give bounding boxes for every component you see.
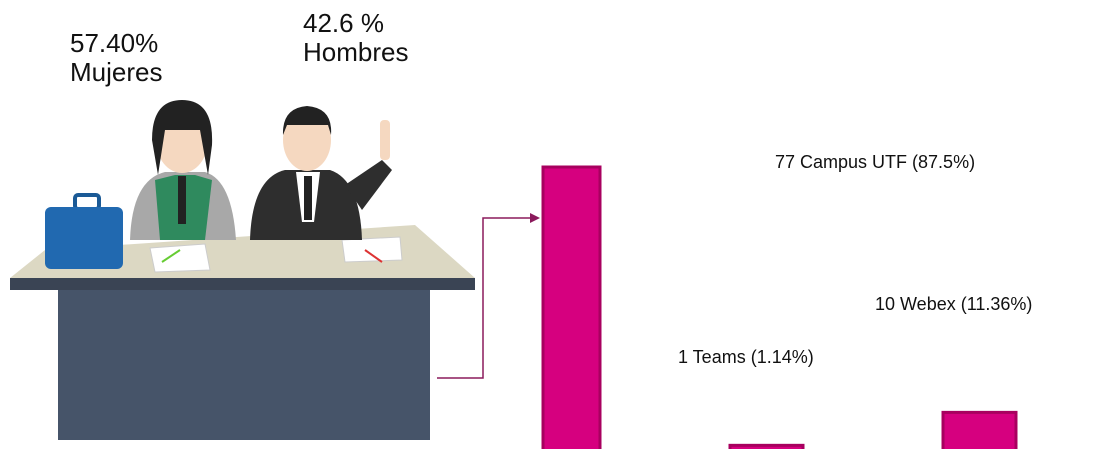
briefcase [45, 207, 123, 269]
bar [943, 412, 1016, 449]
annotation: Hombres [303, 38, 413, 67]
man-hand [380, 120, 390, 160]
arrow-head [530, 213, 540, 223]
value-label: 77 Campus UTF (87.5%) [775, 152, 975, 172]
paper [342, 237, 402, 262]
infographic: 77 Campus UTF (87.5%) 1 Teams (1.14%) 10 W… [0, 0, 1096, 449]
arrow [437, 218, 532, 378]
tie [178, 176, 186, 224]
annotation: Mujeres [70, 58, 162, 87]
paper [150, 244, 210, 272]
value-label: 1 Teams (1.14%) [678, 347, 814, 367]
desk-edge [10, 278, 475, 290]
briefcase-handle [75, 195, 99, 209]
tie [304, 176, 312, 220]
desk-front [58, 290, 430, 440]
chart: 77 Campus UTF (87.5%) 1 Teams (1.14%) 10 W… [0, 0, 1096, 449]
bar [730, 445, 803, 449]
value-label: 10 Webex (11.36%) [875, 294, 1032, 314]
annotation: 57.40% [70, 29, 158, 58]
annotation: 42.6 % [303, 9, 384, 38]
bar [543, 167, 600, 449]
